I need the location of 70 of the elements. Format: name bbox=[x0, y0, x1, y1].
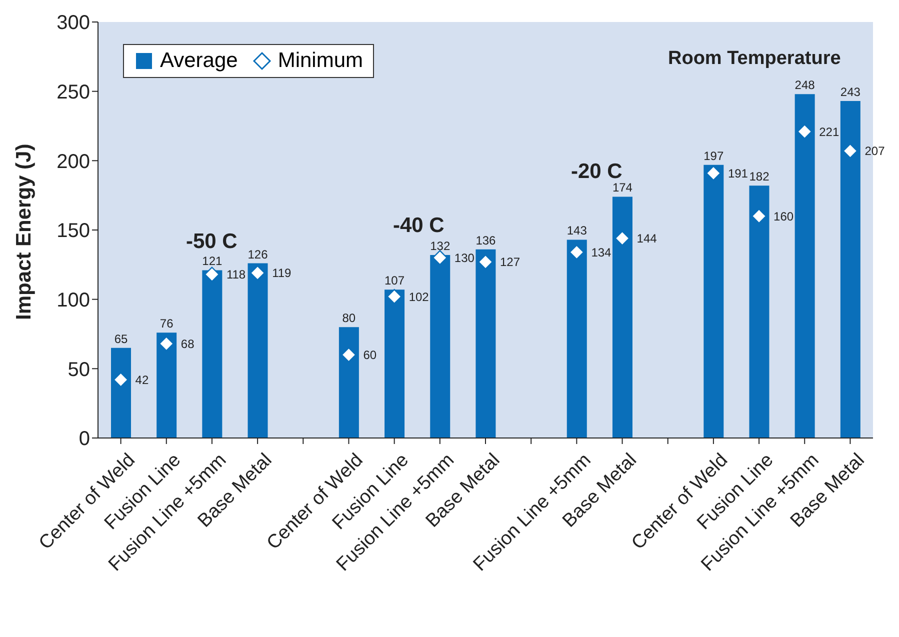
legend-label: Average bbox=[159, 49, 238, 73]
y-tick-label: 0 bbox=[78, 428, 90, 450]
bar bbox=[749, 186, 770, 438]
data-label: 143 bbox=[566, 224, 588, 238]
bar bbox=[384, 290, 405, 438]
data-label: 102 bbox=[408, 290, 430, 304]
data-label: 160 bbox=[774, 209, 794, 224]
point bbox=[204, 266, 220, 282]
bar bbox=[612, 196, 632, 438]
bar bbox=[156, 332, 177, 438]
point bbox=[569, 244, 584, 260]
data-label: 134 bbox=[591, 245, 612, 260]
bar bbox=[794, 94, 815, 438]
data-label: 197 bbox=[704, 148, 724, 163]
bar bbox=[338, 327, 359, 438]
bar bbox=[202, 270, 222, 438]
point bbox=[158, 336, 174, 352]
y-tick-label: 50 bbox=[68, 358, 90, 381]
data-label: 191 bbox=[728, 166, 748, 180]
bar bbox=[476, 249, 496, 438]
point bbox=[706, 166, 722, 181]
data-label: 76 bbox=[160, 316, 174, 331]
data-label: 174 bbox=[612, 180, 633, 195]
data-label: 144 bbox=[636, 232, 658, 246]
bar bbox=[111, 348, 131, 438]
point bbox=[341, 347, 356, 362]
data-label: 42 bbox=[135, 373, 149, 388]
data-label: 130 bbox=[454, 250, 475, 265]
data-label: 221 bbox=[819, 124, 840, 139]
data-label: 136 bbox=[476, 233, 496, 248]
point bbox=[751, 208, 767, 224]
point bbox=[797, 124, 812, 140]
data-label: 121 bbox=[202, 254, 223, 268]
point bbox=[432, 250, 448, 266]
data-label: 207 bbox=[864, 144, 886, 158]
y-axis-title: Impact Energy (J) bbox=[12, 144, 36, 320]
point bbox=[614, 230, 630, 246]
y-tick-label: 200 bbox=[56, 150, 90, 173]
data-label: 248 bbox=[794, 78, 816, 92]
annotation: Room Temperature bbox=[668, 48, 841, 70]
data-label: 65 bbox=[114, 332, 128, 346]
data-label: 60 bbox=[363, 348, 377, 362]
annotation: -40 C bbox=[393, 214, 444, 238]
point bbox=[113, 372, 128, 388]
data-label: 119 bbox=[272, 266, 292, 280]
bar bbox=[840, 101, 860, 438]
data-label: 107 bbox=[384, 274, 405, 288]
y-tick-label: 100 bbox=[56, 289, 90, 312]
bar bbox=[704, 164, 724, 438]
data-label: 127 bbox=[500, 255, 520, 270]
point bbox=[478, 254, 494, 270]
data-label: 118 bbox=[226, 268, 246, 282]
y-tick-label: 150 bbox=[56, 220, 90, 242]
y-tick-label: 250 bbox=[56, 81, 90, 104]
bar bbox=[430, 254, 450, 438]
point bbox=[386, 288, 402, 304]
data-label: 126 bbox=[248, 247, 268, 262]
legend-label: Minimum bbox=[276, 49, 364, 73]
data-label: 68 bbox=[180, 336, 195, 351]
bar bbox=[248, 263, 268, 438]
annotation: -50 C bbox=[186, 230, 238, 254]
point bbox=[250, 265, 266, 281]
data-label: 182 bbox=[749, 170, 770, 184]
annotation: -20 C bbox=[571, 160, 622, 183]
bar bbox=[566, 240, 587, 438]
data-label: 243 bbox=[840, 85, 861, 100]
point bbox=[842, 143, 858, 159]
data-label: 80 bbox=[342, 311, 356, 326]
y-tick-label: 300 bbox=[56, 12, 90, 34]
data-label: 132 bbox=[430, 238, 450, 253]
